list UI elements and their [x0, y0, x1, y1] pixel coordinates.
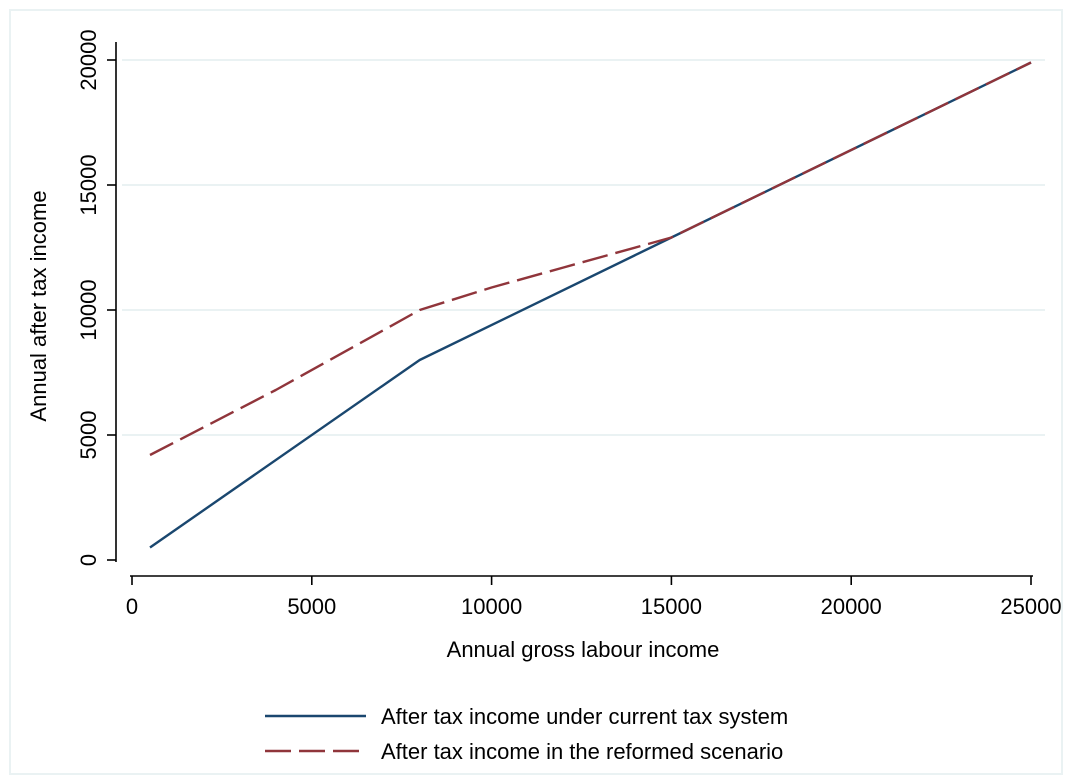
y-tick-label-0: 0	[76, 554, 101, 566]
y-tick-label-5000: 5000	[76, 411, 101, 460]
legend-label-2: After tax income in the reformed scenari…	[381, 739, 783, 764]
y-tick-label-15000: 15000	[76, 154, 101, 215]
x-axis-title: Annual gross labour income	[447, 637, 720, 662]
y-tick-label-10000: 10000	[76, 279, 101, 340]
y-axis-title: Annual after tax income	[26, 190, 51, 421]
x-tick-label-20000: 20000	[821, 594, 882, 619]
outer-frame	[9, 9, 1063, 775]
x-tick-label-0: 0	[126, 594, 138, 619]
x-tick-label-10000: 10000	[461, 594, 522, 619]
grid-layer	[122, 59, 1045, 436]
legend-label-1: After tax income under current tax syste…	[381, 704, 788, 729]
x-tick-label-25000: 25000	[1000, 594, 1061, 619]
x-tick-label-5000: 5000	[287, 594, 336, 619]
x-tick-label-15000: 15000	[641, 594, 702, 619]
axis-layer: 0 5000 10000 15000 20000 0 5000 10000 15000 20000…	[76, 29, 1062, 619]
series-layer	[149, 61, 1032, 549]
y-tick-label-20000: 20000	[76, 29, 101, 90]
series-line-2	[149, 61, 1032, 457]
legend: After tax income under current tax syste…	[265, 704, 788, 764]
